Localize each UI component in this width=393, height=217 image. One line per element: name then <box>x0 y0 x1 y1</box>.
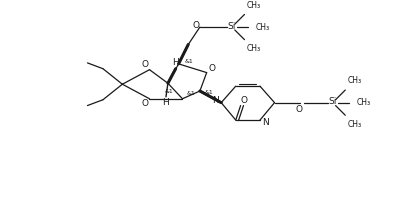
Text: O: O <box>295 105 302 114</box>
Text: CH₃: CH₃ <box>347 76 361 85</box>
Text: O: O <box>193 21 200 30</box>
Text: Si: Si <box>329 97 337 106</box>
Text: CH₃: CH₃ <box>256 23 270 31</box>
Text: &1: &1 <box>185 59 194 64</box>
Text: N: N <box>212 96 219 105</box>
Text: CH₃: CH₃ <box>246 1 261 10</box>
Text: O: O <box>241 96 248 105</box>
Text: H: H <box>163 98 169 107</box>
Text: &1: &1 <box>187 91 196 96</box>
Text: O: O <box>141 60 148 69</box>
Text: Si: Si <box>228 21 236 31</box>
Text: N: N <box>263 118 269 128</box>
Text: &1: &1 <box>165 89 173 94</box>
Text: O: O <box>208 64 215 73</box>
Text: &1: &1 <box>204 90 213 95</box>
Text: CH₃: CH₃ <box>246 44 261 53</box>
Text: CH₃: CH₃ <box>357 98 371 107</box>
Text: CH₃: CH₃ <box>347 120 361 129</box>
Text: H: H <box>172 58 179 67</box>
Text: O: O <box>141 99 148 108</box>
